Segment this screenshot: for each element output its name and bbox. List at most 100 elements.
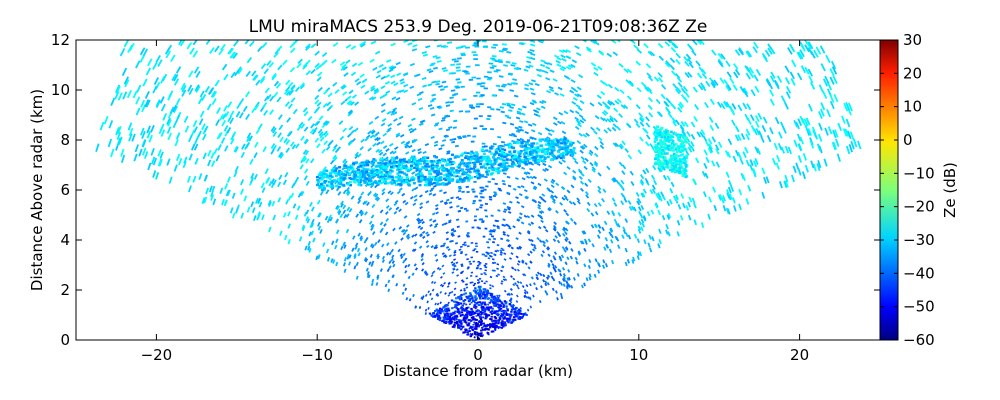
ze-point [497,59,503,62]
ze-point [460,263,464,266]
ze-point [420,158,424,161]
ze-point [659,162,662,165]
ze-point [492,230,496,233]
ze-point [382,168,386,171]
ze-point [658,133,662,136]
ze-point [769,75,776,83]
ze-point [738,188,743,196]
ze-point [556,142,560,145]
ze-point [152,170,157,178]
ze-point [765,176,770,184]
ze-point [412,44,418,48]
ze-point [431,93,437,97]
ze-point [492,224,496,227]
ze-point [552,148,556,152]
ze-point [540,105,546,110]
ze-point [326,257,331,262]
ze-point [567,64,574,69]
ze-point [726,151,732,158]
ze-point [633,233,638,239]
ze-point [477,332,480,335]
ze-point [398,226,403,230]
ze-point [255,128,261,135]
ze-point [688,196,693,203]
ze-point [662,174,668,181]
ze-point [444,255,448,259]
ze-point [843,102,849,112]
ze-point [554,142,558,145]
ze-point [388,68,394,73]
ze-point [525,313,528,316]
ze-point [423,165,427,168]
ze-point [549,69,555,73]
ze-point [462,331,465,334]
ze-point [359,164,363,168]
ze-point [787,47,793,55]
ze-point [720,102,726,110]
ze-point [226,176,231,183]
ze-point [655,129,659,132]
ze-point [480,306,483,309]
ze-point [318,115,324,121]
ze-point [530,142,534,145]
ze-point [466,309,469,312]
ze-point [445,237,449,241]
ze-point [456,205,460,208]
ze-point [366,201,370,206]
ze-point [603,220,608,226]
ze-point [561,140,565,143]
ze-point [417,175,421,179]
ze-point [485,314,488,317]
ze-point [666,132,669,135]
ze-point [501,265,505,268]
ze-point [702,135,708,142]
ze-point [432,270,436,274]
ze-point [411,234,415,238]
ze-point [453,264,457,268]
ze-point [761,125,767,133]
ze-point [139,127,145,136]
ze-point [506,153,510,157]
ze-point [666,200,671,207]
ze-point [713,204,718,212]
ze-point [616,126,621,131]
ze-point [421,297,424,301]
ze-point [756,147,761,155]
ze-point [430,297,434,301]
ze-point [453,253,457,257]
ze-point [227,101,233,108]
ze-point [475,151,479,154]
ze-point [166,158,171,166]
ze-point [745,133,750,141]
ze-point [434,302,437,306]
ze-point [358,162,362,166]
ze-point [645,63,652,69]
ze-point [218,48,224,56]
ze-point [626,95,632,101]
ze-point [549,158,553,161]
ze-point [310,43,317,49]
ze-point [364,258,369,263]
ze-point [419,205,423,210]
ze-point [539,68,545,73]
ze-point [153,77,159,85]
ze-point [448,317,452,320]
ze-point [669,130,673,134]
ze-point [433,178,437,181]
ze-point [789,71,795,80]
ze-point [391,166,395,169]
ze-point [513,67,519,71]
ze-point [224,199,228,206]
ze-point [465,307,468,310]
ze-point [393,202,398,206]
ze-point [677,82,683,88]
ze-point [334,171,338,175]
ze-point [650,174,656,181]
ze-point [668,161,672,164]
ze-point [450,89,456,92]
ze-point [420,178,424,182]
ze-point [532,243,537,248]
ze-point [379,165,383,168]
ze-point [276,146,282,152]
ze-point [563,143,567,146]
